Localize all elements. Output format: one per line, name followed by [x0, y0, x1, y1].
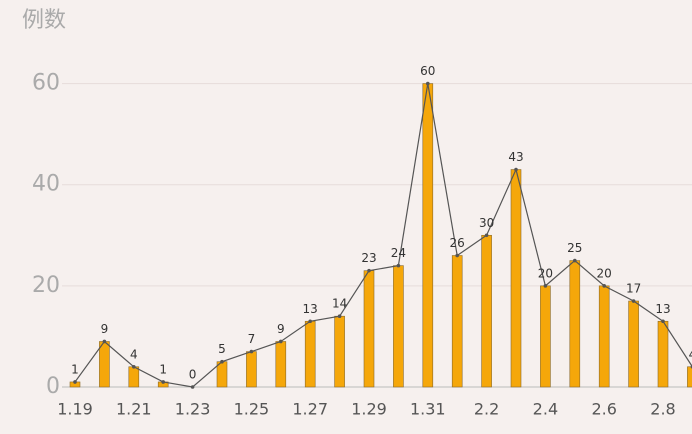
data-label: 25: [567, 241, 582, 255]
point: [220, 359, 224, 364]
point: [367, 268, 371, 273]
x-tick-label: 1.27: [292, 400, 328, 419]
data-label: 13: [655, 302, 670, 316]
bar: [481, 234, 492, 388]
point: [573, 258, 577, 263]
point: [661, 319, 665, 324]
data-label: 20: [597, 266, 612, 280]
y-tick-label: 0: [46, 374, 60, 399]
bar: [363, 270, 375, 388]
point: [514, 167, 518, 172]
data-label: 0: [189, 368, 197, 382]
x-tick-label: 1.31: [410, 400, 446, 419]
bar: [657, 320, 669, 388]
data-label: 7: [248, 332, 256, 346]
data-label: 9: [277, 322, 285, 336]
y-tick-label: 20: [32, 273, 60, 298]
y-tick-label: 60: [32, 71, 60, 96]
bar: [598, 285, 610, 388]
x-tick-label: 1.19: [57, 400, 93, 419]
point: [484, 233, 489, 238]
point: [132, 364, 136, 369]
data-label: 4: [130, 347, 138, 361]
data-label: 43: [508, 150, 523, 164]
data-label: 14: [332, 297, 347, 311]
data-label: 20: [538, 266, 553, 280]
bar: [540, 285, 551, 388]
y-tick-label: 40: [32, 172, 60, 197]
x-tick-label: 2.2: [474, 400, 499, 419]
point: [602, 284, 606, 288]
data-label: 9: [101, 322, 109, 336]
bar: [628, 300, 639, 388]
data-label: 4: [689, 347, 692, 361]
bar: [246, 351, 257, 388]
point: [249, 349, 254, 354]
x-tick-label: 1.25: [234, 400, 270, 419]
chart-title: 例数: [22, 8, 66, 33]
bar: [275, 341, 287, 388]
x-tick-label: 2.6: [591, 400, 616, 419]
bar: [569, 260, 581, 388]
data-label: 60: [420, 64, 435, 78]
bar: [510, 169, 522, 388]
x-tick-label: 1.29: [351, 400, 387, 419]
point: [73, 380, 77, 384]
data-label: 5: [218, 342, 226, 356]
bar: [687, 366, 692, 388]
point: [543, 284, 548, 288]
x-tick-label: 2.8: [650, 400, 675, 419]
x-tick-label: 2.4: [533, 400, 558, 419]
point: [426, 81, 430, 86]
point: [631, 299, 636, 303]
point: [190, 385, 195, 389]
bar: [422, 83, 434, 388]
point: [455, 253, 460, 258]
x-tick-label: 1.23: [175, 400, 211, 419]
bar: [393, 265, 404, 388]
bar: [334, 315, 345, 388]
point: [161, 380, 165, 384]
data-label: 26: [450, 236, 465, 250]
point: [308, 319, 313, 324]
bar: [99, 341, 110, 388]
point: [279, 339, 283, 344]
data-label: 24: [391, 246, 406, 260]
data-label: 23: [361, 251, 376, 265]
data-label: 17: [626, 282, 641, 296]
trend-line: [74, 83, 692, 388]
bar: [451, 255, 463, 388]
point: [102, 339, 107, 344]
data-label: 30: [479, 216, 494, 230]
x-tick-label: 1.21: [116, 400, 152, 419]
point: [396, 263, 401, 268]
bar: [128, 366, 140, 388]
bar: [304, 320, 316, 388]
data-label: 1: [159, 362, 167, 376]
data-label: 1: [71, 362, 79, 376]
point: [337, 314, 342, 319]
data-label: 13: [303, 302, 318, 316]
